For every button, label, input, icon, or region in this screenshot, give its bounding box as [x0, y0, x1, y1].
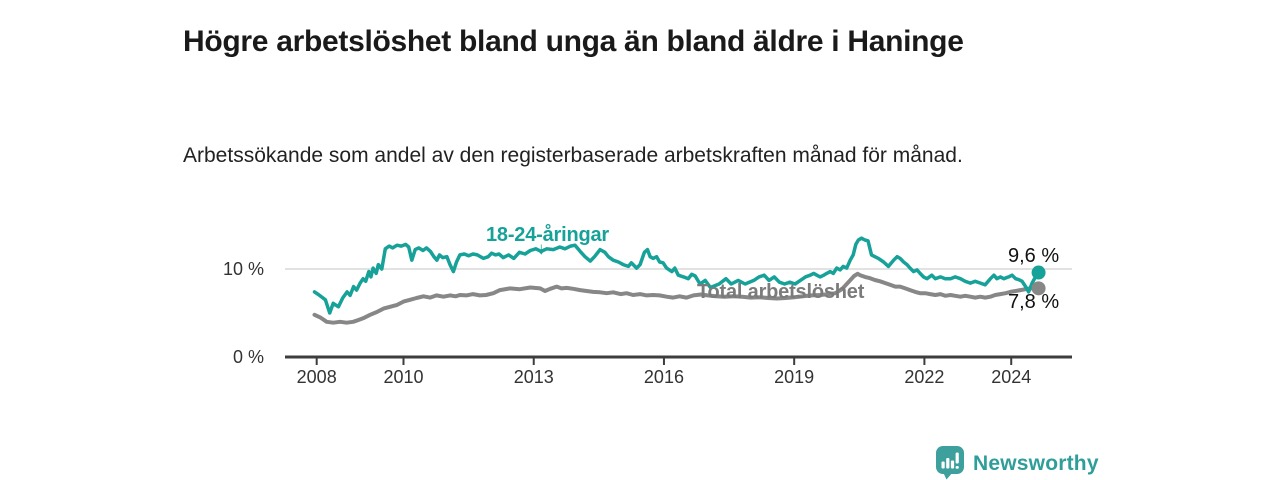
x-tick-label: 2008 — [296, 367, 337, 387]
page-title: Högre arbetslöshet bland unga än bland ä… — [183, 25, 964, 59]
y-tick-label: 10 % — [222, 259, 264, 279]
x-tick-label: 2022 — [904, 367, 945, 387]
x-tick-label: 2016 — [643, 367, 684, 387]
total-end-dot — [1031, 281, 1046, 296]
x-tick-label: 2024 — [991, 367, 1032, 387]
series-label-total: Total arbetslöshet — [697, 281, 865, 303]
newsworthy-logo: Newsworthy — [936, 446, 1099, 480]
x-tick-label: 2013 — [513, 367, 554, 387]
series-label-young: 18-24-åringar — [486, 224, 610, 246]
down-arrow-icon: ↓ — [537, 239, 546, 258]
x-tick-label: 2010 — [383, 367, 424, 387]
y-tick-label: 0 % — [232, 347, 264, 367]
x-tick-label: 2019 — [774, 367, 815, 387]
total-line — [312, 271, 1041, 325]
end-value-young: 9,6 % — [1008, 245, 1060, 267]
end-value-total: 7,8 % — [1008, 291, 1060, 313]
chart-subtitle: Arbetssökande som andel av den registerb… — [183, 144, 963, 167]
young-end-dot — [1031, 265, 1046, 280]
brand-wordmark: Newsworthy — [973, 451, 1099, 475]
bar-chart-bubble-icon — [936, 446, 964, 480]
young-line — [312, 236, 1041, 315]
